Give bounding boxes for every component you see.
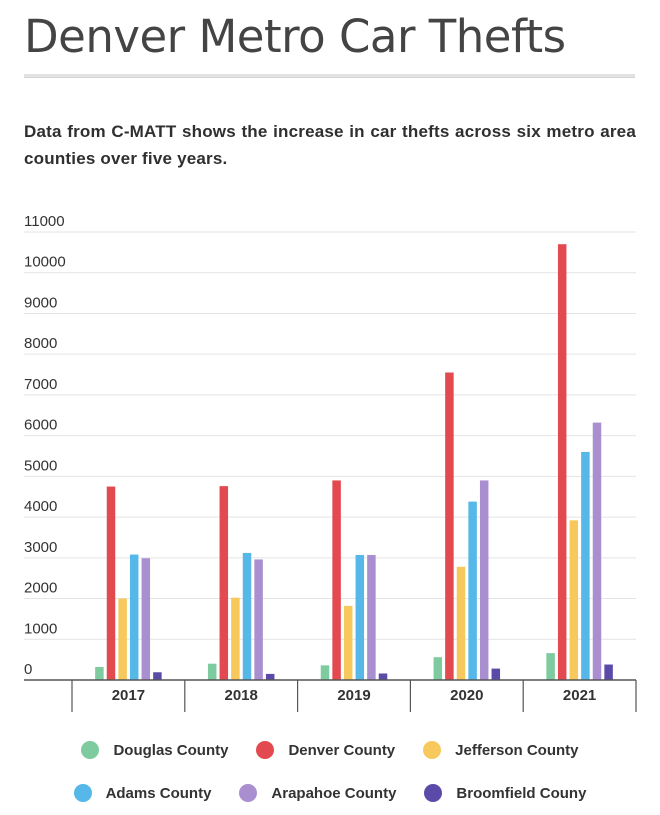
bar	[445, 372, 454, 680]
legend-item: Jefferson County	[423, 741, 579, 759]
legend-label: Jefferson County	[455, 741, 579, 759]
y-tick-label: 3000	[24, 539, 57, 556]
bar	[569, 520, 579, 680]
bar	[265, 673, 275, 680]
legend-label: Douglas County	[113, 741, 229, 759]
bar	[433, 657, 443, 680]
legend-item: Adams County	[73, 784, 212, 802]
legend-item: Broomfield Couny	[424, 784, 586, 802]
title-divider	[24, 74, 635, 78]
legend-label: Denver County	[288, 741, 396, 759]
bar	[332, 480, 341, 680]
bar	[604, 664, 613, 680]
bar	[242, 552, 252, 680]
bar	[378, 673, 388, 680]
bar	[581, 451, 590, 680]
bar	[355, 554, 365, 680]
bar	[592, 422, 602, 680]
y-tick-label: 10000	[24, 254, 66, 271]
bar	[106, 486, 116, 680]
bar	[479, 480, 489, 680]
bar	[219, 486, 229, 680]
bar	[491, 668, 501, 680]
legend-label: Broomfield Couny	[456, 784, 587, 802]
bar-chart: 0 1000 2000 3000 4000 5000 6000 7000 8000 9000 100…	[24, 213, 637, 712]
bar	[343, 605, 353, 680]
x-tick-label: 2020	[450, 687, 483, 704]
page-title: Denver Metro Car Thefts	[24, 10, 566, 63]
y-tick-label: 1000	[24, 620, 57, 637]
bar	[95, 666, 104, 680]
bar	[367, 554, 376, 680]
y-tick-label: 2000	[24, 580, 57, 597]
x-tick-label: 2021	[563, 687, 596, 704]
y-tick-label: 8000	[24, 335, 57, 352]
bar	[141, 558, 151, 680]
y-tick-label: 5000	[24, 457, 57, 474]
legend-item: Denver County	[256, 741, 395, 759]
legend-swatch	[256, 741, 275, 759]
chart-description: Data from C-MATT shows the increase in c…	[24, 122, 636, 168]
y-tick-label: 0	[24, 661, 32, 678]
y-tick-label: 11000	[24, 213, 65, 230]
legend-swatch	[239, 784, 258, 802]
bar	[129, 554, 139, 680]
legend-row-2: Adams County Arapahoe County Broomfield …	[0, 784, 660, 802]
bar	[320, 665, 330, 680]
bar	[546, 653, 555, 680]
bar	[468, 501, 477, 680]
y-tick-label: 7000	[24, 376, 57, 393]
x-tick-label: 2018	[225, 687, 258, 704]
bar	[557, 244, 567, 680]
y-tick-label: 6000	[24, 417, 57, 434]
bar	[153, 672, 162, 680]
legend-label: Arapahoe County	[271, 784, 397, 802]
legend-swatch	[81, 741, 100, 759]
bar	[456, 566, 466, 680]
legend-label: Adams County	[105, 784, 212, 802]
legend-swatch	[73, 784, 92, 802]
y-tick-label: 4000	[24, 498, 57, 515]
bar	[207, 663, 217, 680]
legend-swatch	[423, 741, 442, 759]
x-tick-label: 2017	[112, 687, 145, 704]
legend-row-1: Douglas County Denver County Jefferson C…	[0, 741, 660, 759]
bar	[254, 559, 263, 680]
legend-item: Douglas County	[81, 741, 228, 759]
y-tick-label: 9000	[24, 294, 57, 311]
legend-swatch	[424, 784, 443, 802]
legend-item: Arapahoe County	[239, 784, 396, 802]
x-tick-label: 2019	[337, 687, 370, 704]
bar	[118, 598, 127, 680]
bar	[231, 597, 240, 680]
